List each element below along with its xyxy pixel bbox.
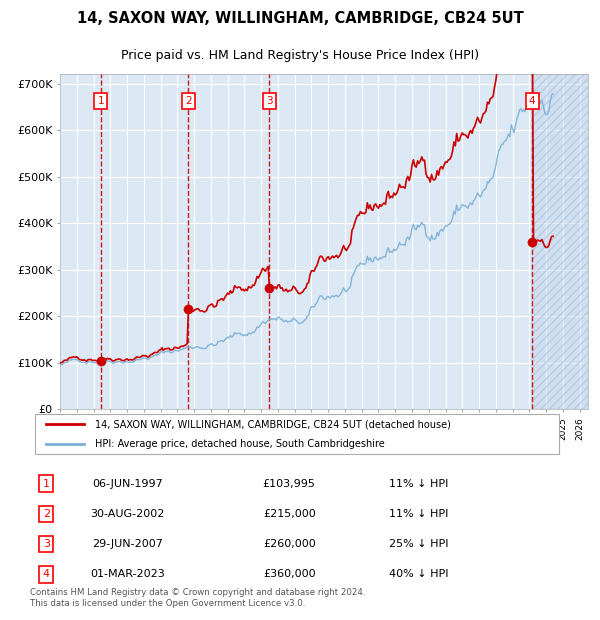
FancyBboxPatch shape <box>35 414 559 454</box>
Text: 2: 2 <box>185 96 192 106</box>
Text: 11% ↓ HPI: 11% ↓ HPI <box>389 479 448 489</box>
Text: 1: 1 <box>98 96 104 106</box>
Text: 3: 3 <box>266 96 272 106</box>
Text: 30-AUG-2002: 30-AUG-2002 <box>90 509 164 519</box>
Text: 40% ↓ HPI: 40% ↓ HPI <box>389 569 449 579</box>
Text: 01-MAR-2023: 01-MAR-2023 <box>90 569 164 579</box>
Text: Contains HM Land Registry data © Crown copyright and database right 2024.
This d: Contains HM Land Registry data © Crown c… <box>30 588 365 608</box>
Text: 25% ↓ HPI: 25% ↓ HPI <box>389 539 449 549</box>
Text: 1: 1 <box>43 479 50 489</box>
Text: 06-JUN-1997: 06-JUN-1997 <box>92 479 163 489</box>
Text: 4: 4 <box>43 569 50 579</box>
Text: 29-JUN-2007: 29-JUN-2007 <box>92 539 163 549</box>
Text: 14, SAXON WAY, WILLINGHAM, CAMBRIDGE, CB24 5UT: 14, SAXON WAY, WILLINGHAM, CAMBRIDGE, CB… <box>77 11 523 26</box>
Text: £360,000: £360,000 <box>263 569 316 579</box>
Text: £260,000: £260,000 <box>263 539 316 549</box>
Text: 4: 4 <box>529 96 535 106</box>
Text: Price paid vs. HM Land Registry's House Price Index (HPI): Price paid vs. HM Land Registry's House … <box>121 50 479 62</box>
Bar <box>532 74 588 409</box>
Text: HPI: Average price, detached house, South Cambridgeshire: HPI: Average price, detached house, Sout… <box>95 438 385 448</box>
Text: 3: 3 <box>43 539 50 549</box>
Text: £103,995: £103,995 <box>263 479 316 489</box>
Text: 2: 2 <box>43 509 50 519</box>
Text: 14, SAXON WAY, WILLINGHAM, CAMBRIDGE, CB24 5UT (detached house): 14, SAXON WAY, WILLINGHAM, CAMBRIDGE, CB… <box>95 420 451 430</box>
Text: £215,000: £215,000 <box>263 509 316 519</box>
Text: 11% ↓ HPI: 11% ↓ HPI <box>389 509 448 519</box>
